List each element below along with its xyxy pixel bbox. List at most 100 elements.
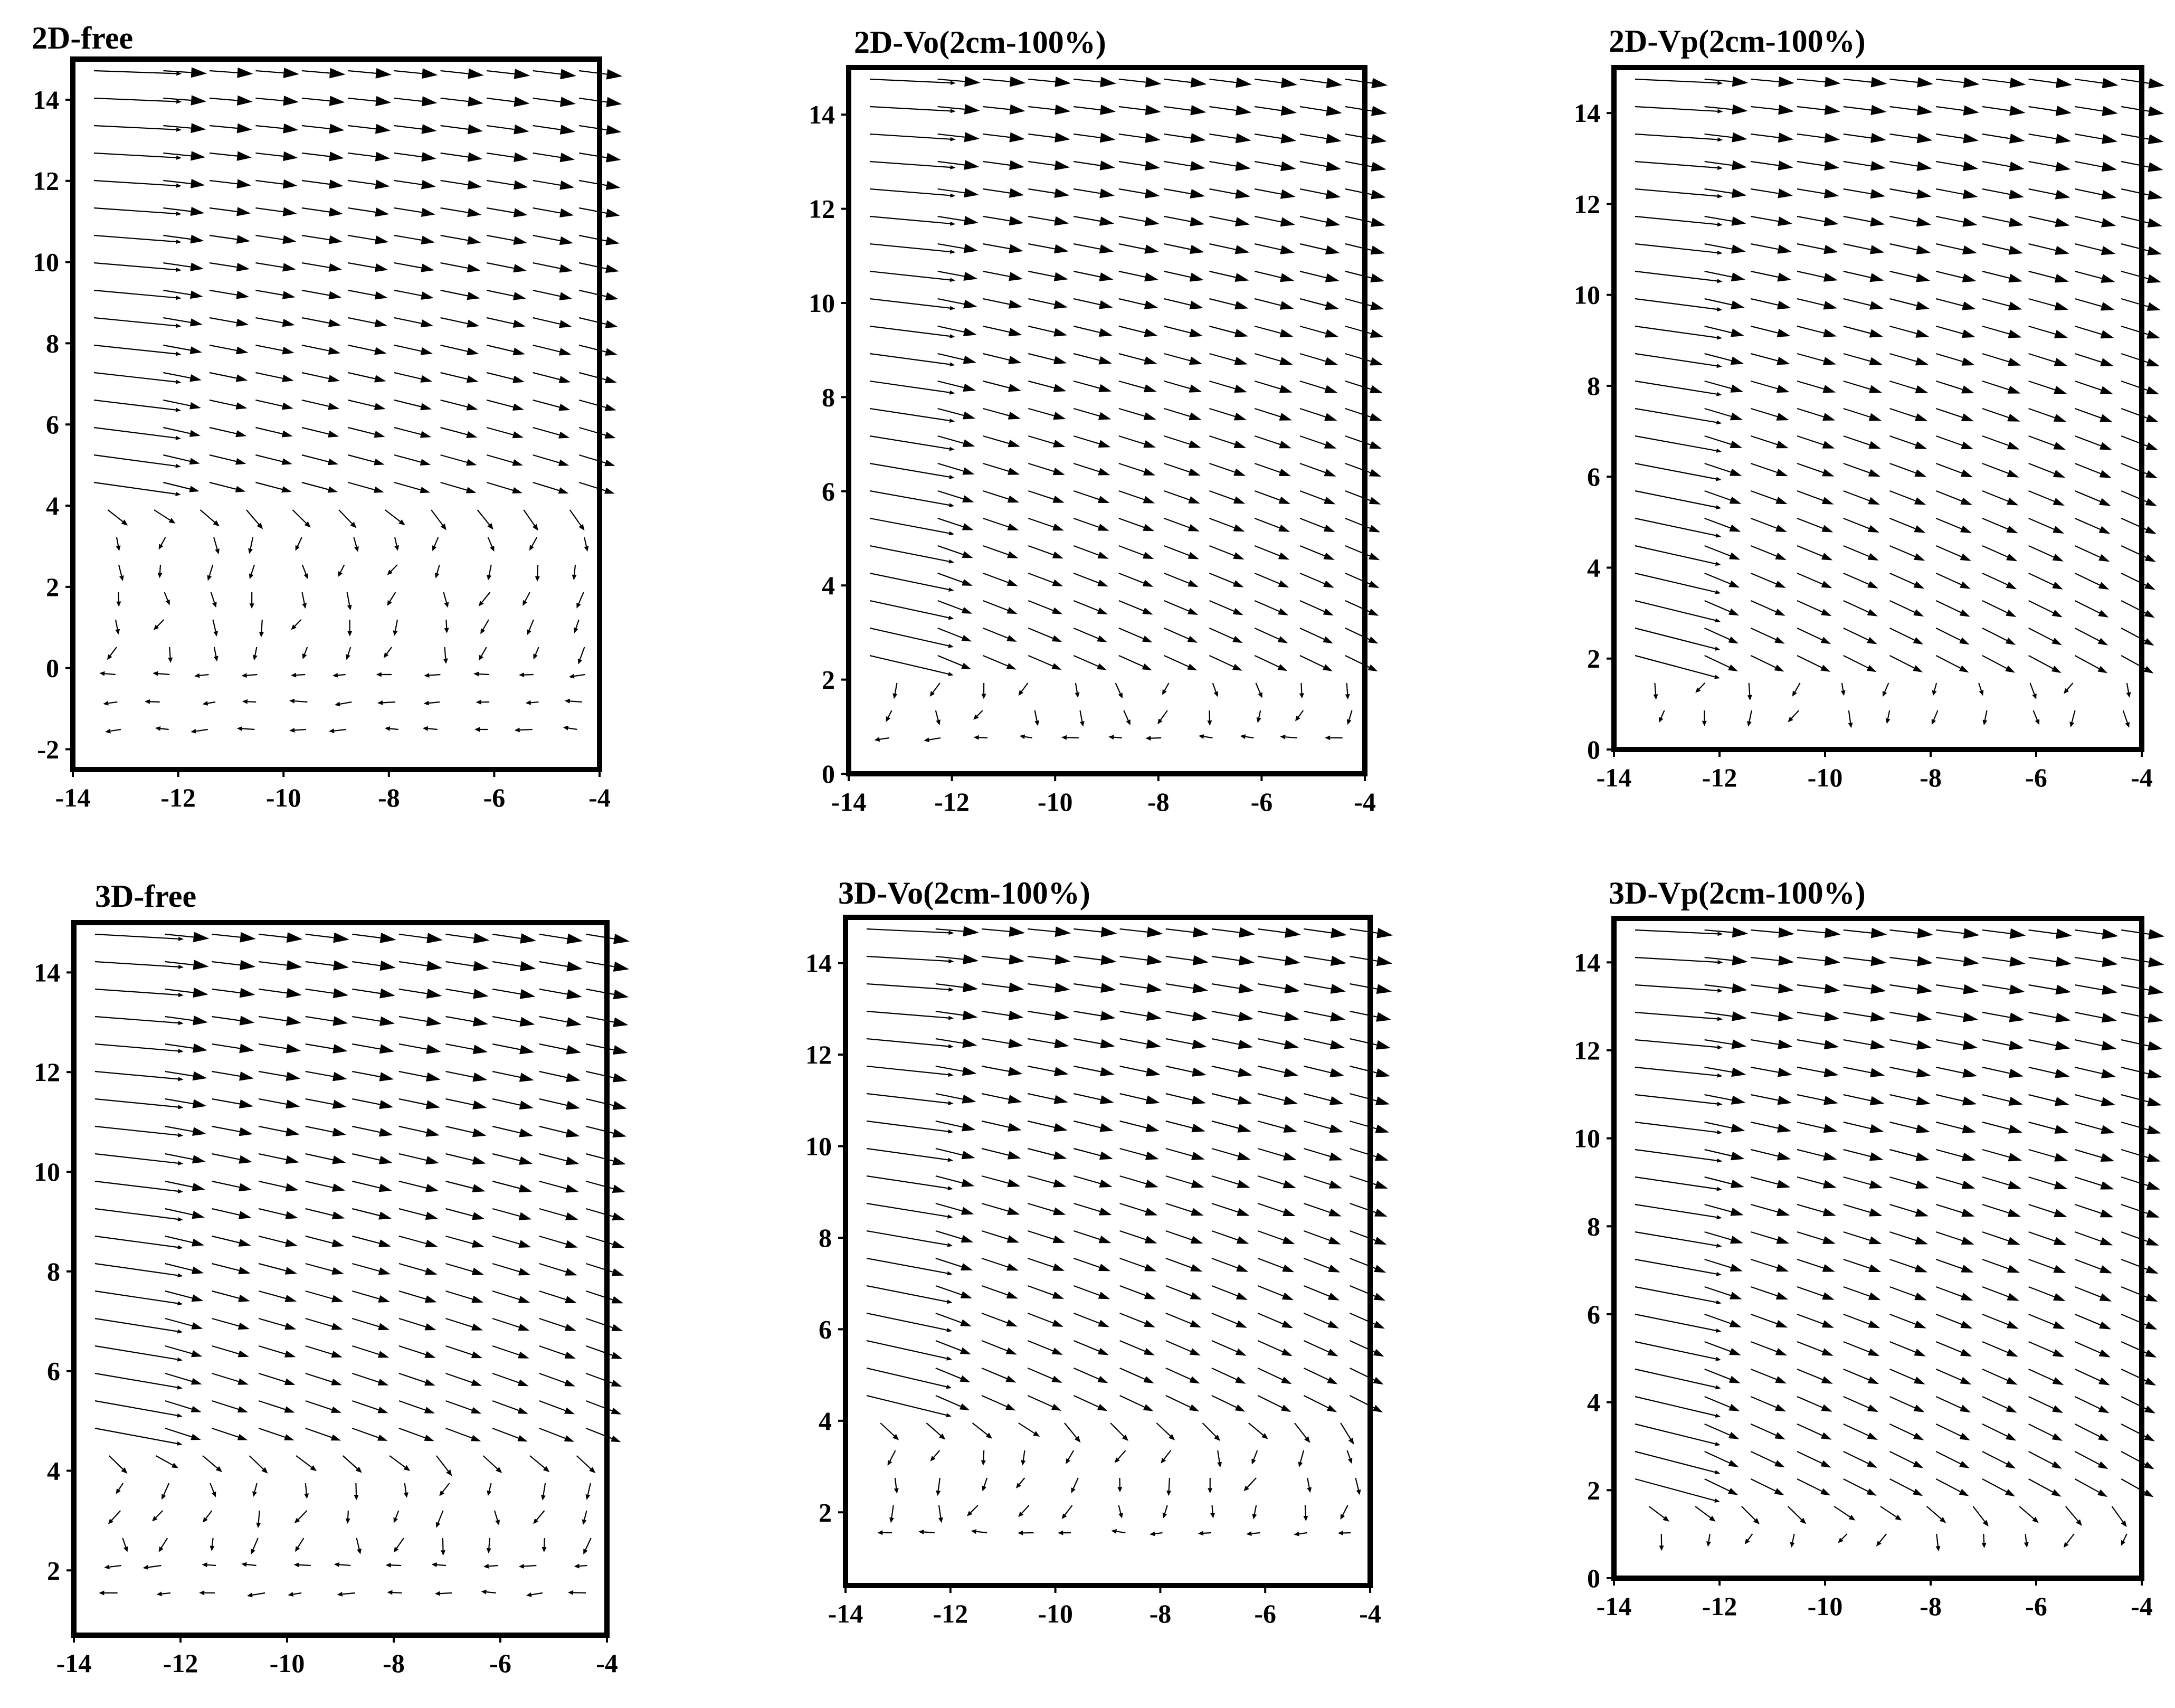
vector-arrowhead: [304, 1493, 309, 1499]
vector-arrowhead: [948, 503, 955, 507]
vector-arrow: [866, 1065, 948, 1076]
vector-arrow: [1982, 1478, 2007, 1493]
vector-arrowhead: [1237, 1180, 1250, 1188]
y-tick-label: 14: [809, 100, 835, 129]
vector-arrowhead: [1142, 580, 1154, 587]
vector-arrow: [533, 125, 561, 130]
vector-arrow: [2075, 1066, 2103, 1075]
vector-arrowhead: [235, 402, 248, 410]
vector-arrowhead: [1284, 983, 1300, 994]
vector-arrowhead: [1237, 1208, 1250, 1216]
vector-arrowhead: [1960, 1377, 1972, 1385]
vector-arrowhead: [2053, 414, 2067, 422]
vector-arrowhead: [612, 1212, 625, 1221]
vector-arrow: [539, 1345, 566, 1356]
vector-arrowhead: [2008, 217, 2024, 227]
vector-arrowhead: [1325, 735, 1331, 741]
vector-arrow: [937, 627, 963, 639]
vector-arrow: [154, 509, 170, 521]
vector-arrow: [937, 654, 963, 667]
vector-arrow: [301, 481, 329, 490]
vector-arrowhead: [1731, 188, 1747, 198]
vector-arrowhead: [1208, 1488, 1213, 1494]
vector-arrowhead: [517, 1435, 528, 1442]
vector-arrow: [2075, 78, 2103, 84]
vector-arrowhead: [1008, 1095, 1022, 1104]
vector-arrow: [1119, 928, 1148, 933]
vector-arrow: [488, 1538, 491, 1549]
vector-arrow: [1935, 1478, 1961, 1493]
y-tick-label: 14: [1574, 98, 1600, 128]
vector-arrowhead: [1053, 1151, 1067, 1160]
vector-arrowhead: [1143, 1348, 1155, 1355]
y-tick-label: 0: [1587, 1563, 1600, 1593]
vector-arrowhead: [295, 545, 300, 551]
vector-arrow: [2075, 1094, 2102, 1103]
vector-arrowhead: [2054, 1097, 2069, 1106]
vector-arrowhead: [2053, 526, 2064, 534]
vector-arrow: [1073, 435, 1100, 444]
vector-arrowhead: [421, 207, 435, 217]
vector-arrow: [1704, 1396, 1731, 1408]
vector-arrow: [428, 728, 438, 730]
vector-arrow: [1114, 736, 1122, 739]
vector-arrowhead: [1823, 1068, 1839, 1077]
vector-arrow: [165, 1317, 193, 1327]
vector-arrowhead: [523, 600, 527, 606]
vector-arrowhead: [374, 263, 388, 272]
vector-arrow: [1304, 1120, 1331, 1130]
vector-arrowhead: [1369, 469, 1382, 477]
vector-arrowhead: [1232, 580, 1244, 587]
vector-arrow: [212, 1263, 240, 1271]
vector-arrowhead: [1007, 1179, 1021, 1188]
vector-arrow: [1935, 490, 1962, 502]
vector-arrowhead: [962, 495, 974, 502]
vector-arrow: [108, 701, 118, 704]
vector-arrow: [1211, 1230, 1238, 1241]
vector-arrow: [1751, 1011, 1779, 1017]
vector-arrow: [1257, 1147, 1285, 1157]
vector-arrowhead: [288, 1592, 293, 1597]
vector-arrow: [93, 317, 176, 327]
vector-arrow: [352, 1070, 381, 1078]
vector-arrowhead: [1869, 1152, 1884, 1161]
vector-arrow: [196, 728, 208, 732]
vector-arrow: [937, 133, 965, 138]
vector-arrow: [1073, 572, 1099, 584]
vector-arrowhead: [1238, 955, 1255, 966]
vector-arrow: [1303, 1147, 1331, 1157]
vector-arrowhead: [1034, 720, 1039, 726]
vector-arrowhead: [261, 1467, 268, 1474]
vector-arrow: [2123, 1533, 2127, 1542]
vector-arrowhead: [1867, 609, 1878, 616]
vector-arrowhead: [1189, 356, 1203, 365]
vector-arrowhead: [328, 319, 341, 327]
vector-arrowhead: [432, 545, 437, 552]
vector-arrow: [482, 1455, 498, 1469]
vector-arrow: [212, 1043, 240, 1049]
vector-arrowhead: [1098, 1264, 1111, 1271]
vector-arrow: [486, 152, 515, 158]
vector-arrowhead: [964, 76, 981, 87]
vector-arrow: [2074, 407, 2102, 419]
vector-arrowhead: [1284, 1040, 1299, 1049]
vector-arrowhead: [1144, 1292, 1156, 1299]
vector-arrowhead: [1009, 216, 1024, 226]
vector-arrowhead: [1146, 927, 1163, 937]
vector-arrow: [1165, 955, 1194, 961]
vector-arrowhead: [2147, 1069, 2162, 1079]
vector-arrowhead: [332, 1183, 346, 1192]
vector-arrowhead: [1008, 1038, 1023, 1048]
vector-arrow: [1984, 710, 1988, 720]
vector-arrowhead: [350, 521, 357, 528]
vector-arrowhead: [425, 1267, 438, 1275]
vector-arrow: [981, 928, 1010, 932]
vector-arrow: [1028, 325, 1055, 333]
vector-arrowhead: [529, 545, 534, 551]
vector-arrowhead: [378, 1295, 391, 1303]
vector-arrow: [1164, 435, 1190, 445]
vector-arrow: [1303, 1230, 1330, 1241]
vector-arrow: [1843, 1176, 1870, 1185]
vector-arrow: [445, 1208, 473, 1217]
